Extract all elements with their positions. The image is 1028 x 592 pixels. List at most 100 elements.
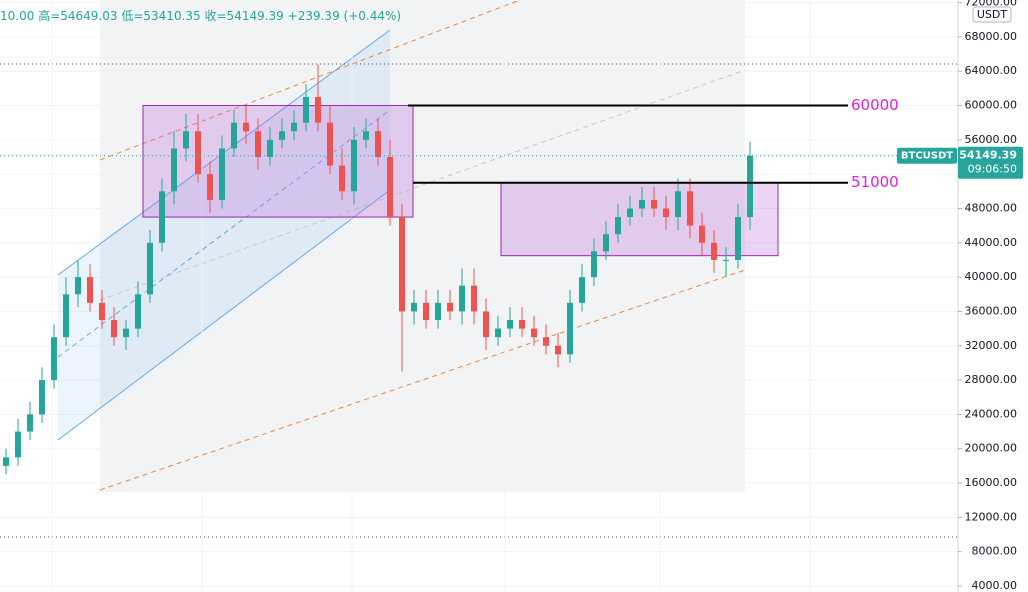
- candle-body: [27, 414, 33, 432]
- candle-body: [447, 302, 453, 312]
- candle-body: [399, 217, 405, 312]
- y-tick-label: 12000.00: [965, 510, 1018, 523]
- zone: [142, 105, 414, 218]
- header-item: 收=54149.39: [205, 9, 284, 23]
- candle-body: [3, 457, 9, 466]
- trend-line: [99, 69, 746, 301]
- symbol-label: BTCUSDT: [901, 151, 953, 162]
- trend-line: [99, 0, 521, 161]
- y-tick-label: 20000.00: [965, 442, 1018, 455]
- candle-body: [567, 302, 573, 355]
- candle-body: [687, 191, 693, 226]
- candle-body: [735, 217, 741, 260]
- candle-body: [183, 131, 189, 149]
- candle-body: [51, 337, 57, 381]
- candle-body: [303, 96, 309, 123]
- candle-body: [339, 165, 345, 192]
- candle-body: [231, 122, 237, 149]
- candle-body: [471, 285, 477, 312]
- candle-body: [519, 320, 525, 329]
- header-item: 10.00: [0, 9, 34, 23]
- candle-body: [747, 155, 753, 218]
- y-tick-label: 4000.00: [972, 579, 1018, 592]
- y-tick-label: 56000.00: [965, 133, 1018, 146]
- y-tick-label: 32000.00: [965, 339, 1018, 352]
- y-tick-label: 72000.00: [965, 0, 1018, 9]
- y-tick-label: 16000.00: [965, 476, 1018, 489]
- candle-body: [135, 294, 141, 329]
- candle-body: [483, 311, 489, 338]
- y-tick-label: 44000.00: [965, 236, 1018, 249]
- candle-body: [351, 139, 357, 192]
- y-tick-label: 40000.00: [965, 270, 1018, 283]
- candle-body: [435, 302, 441, 321]
- candle-body: [387, 157, 393, 218]
- candle-body: [627, 208, 633, 218]
- y-tick-label: 28000.00: [965, 373, 1018, 386]
- y-tick-label: 60000.00: [965, 99, 1018, 112]
- candle-body: [219, 148, 225, 200]
- y-tick-label: 48000.00: [965, 201, 1018, 214]
- candle-body: [663, 208, 669, 218]
- candle-body: [207, 174, 213, 200]
- symbol-box: [897, 147, 957, 164]
- candle-body: [555, 345, 561, 355]
- candle-body: [147, 242, 153, 295]
- candle-body: [675, 191, 681, 218]
- currency-box: [972, 6, 1012, 23]
- candle-body: [327, 122, 333, 166]
- candle-body: [75, 277, 81, 295]
- header-item: +239.39 (+0.44%): [288, 9, 401, 23]
- candle-body: [591, 251, 597, 278]
- y-tick-label: 8000.00: [972, 545, 1018, 558]
- candle-body: [579, 277, 585, 303]
- candle-body: [195, 131, 201, 175]
- level-label: 60000: [851, 96, 899, 114]
- zone: [500, 182, 779, 257]
- candle-body: [159, 191, 165, 243]
- candle-body: [543, 337, 549, 346]
- price-axis: [958, 0, 1028, 592]
- candle-body: [267, 139, 273, 158]
- candle-body: [615, 217, 621, 235]
- candle-body: [315, 96, 321, 123]
- channel-fill: [58, 30, 390, 440]
- candle-body: [99, 302, 105, 321]
- candle-body: [531, 328, 537, 338]
- candle-body: [291, 122, 297, 132]
- candle-body: [243, 122, 249, 132]
- ohlc-header: 10.00 高=54649.03 低=53410.35 收=54149.39 +…: [0, 8, 401, 23]
- candle-body: [111, 320, 117, 338]
- candle-body: [123, 328, 129, 338]
- countdown: 09:06:50: [968, 163, 1017, 176]
- shaded-region: [100, 0, 745, 492]
- candle-body: [375, 131, 381, 158]
- channel-line: [57, 189, 391, 441]
- trend-line: [99, 269, 746, 491]
- candle-body: [15, 431, 21, 458]
- candle-body: [63, 294, 69, 338]
- y-tick-label: 64000.00: [965, 64, 1018, 77]
- candle-body: [495, 328, 501, 338]
- candle-body: [411, 302, 417, 312]
- background: [0, 0, 958, 592]
- candle-body: [87, 277, 93, 303]
- candle-body: [363, 131, 369, 140]
- candle-body: [39, 380, 45, 415]
- candle-body: [639, 199, 645, 209]
- candle-body: [423, 302, 429, 321]
- level-label: 51000: [851, 173, 899, 191]
- candle-body: [459, 285, 465, 312]
- channel-mid: [57, 109, 391, 358]
- currency-label: USDT: [977, 8, 1008, 21]
- y-tick-label: 24000.00: [965, 407, 1018, 420]
- candle-body: [699, 225, 705, 243]
- candle-body: [171, 148, 177, 192]
- candle-body: [279, 131, 285, 140]
- candle-body: [507, 320, 513, 329]
- price-box: [958, 146, 1023, 179]
- header-item: 高=54649.03: [38, 8, 117, 23]
- candle-body: [711, 242, 717, 260]
- header-item: 低=53410.35: [121, 9, 200, 23]
